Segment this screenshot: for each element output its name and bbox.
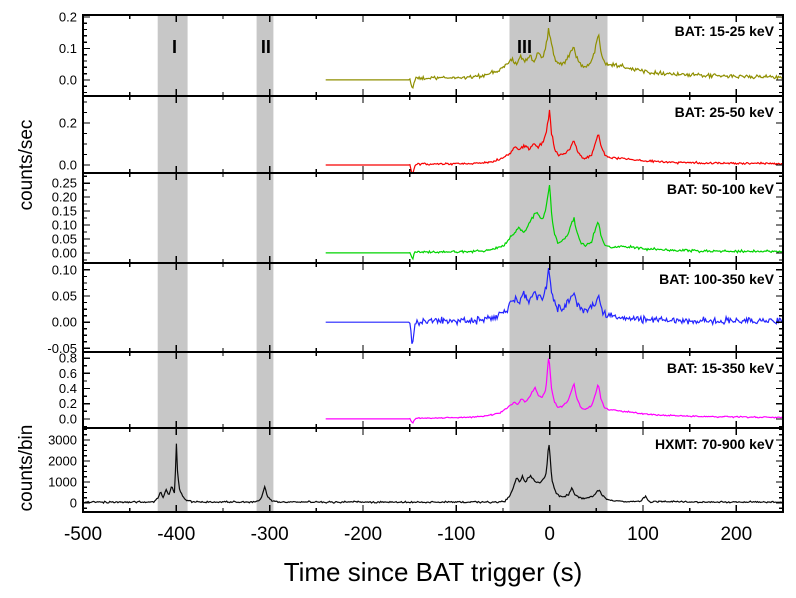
panel-bat-25-50: 0.0 0.2 BAT: 25-50 keV <box>59 95 784 174</box>
shaded-interval-II <box>256 96 274 173</box>
y-tick-label: 0.25 <box>52 176 77 191</box>
y-tick-label: 0.00 <box>52 245 77 260</box>
series-bat-25-50 <box>325 109 782 172</box>
series-hxmt-70-900 <box>84 443 782 505</box>
shaded-interval-I <box>157 96 188 173</box>
y-tick-label: 0.2 <box>59 396 77 411</box>
interval-label-I: I <box>172 37 177 57</box>
ticks-bat-15-25 <box>82 15 784 96</box>
y-tick-label: 0.00 <box>52 315 77 330</box>
y-tick-label: 0.0 <box>59 72 77 87</box>
y-tick-label: 0.15 <box>52 204 77 219</box>
y-tick-label: 0.1 <box>59 41 77 56</box>
y-tick-label: 3000 <box>48 433 77 448</box>
x-tick-label: -300 <box>251 524 289 545</box>
y-tick-label: 0.05 <box>52 289 77 304</box>
y-tick-label: 0.2 <box>59 115 77 130</box>
panel-hxmt-70-900: 0 1000 2000 3000 HXMT: 70-900 keV <box>48 427 784 513</box>
y-tick-label: 0.10 <box>52 218 77 233</box>
shaded-interval-I <box>157 15 188 96</box>
y-axis-label-counts-per-sec: counts/sec <box>16 120 37 211</box>
y-tick-label: 0.0 <box>59 158 77 173</box>
panel-bat-100-350: -0.05 0.00 0.05 0.10 BAT: 100-350 keV <box>47 262 784 356</box>
legend-bat-100-350: BAT: 100-350 keV <box>659 271 775 287</box>
x-tick-label: -200 <box>344 524 382 545</box>
x-tick-label: 200 <box>720 524 752 545</box>
y-tick-label: 0 <box>70 496 77 511</box>
legend-bat-15-350: BAT: 15-350 keV <box>667 360 775 376</box>
series-bat-50-100 <box>325 185 782 261</box>
x-tick-label: -100 <box>437 524 475 545</box>
panel-bat-15-350: 0.00.20.40.60.8 BAT: 15-350 keV <box>59 351 784 429</box>
shaded-interval-I <box>157 173 188 263</box>
shaded-interval-III <box>509 15 608 96</box>
y-tick-label: 0.10 <box>52 262 77 277</box>
series-bat-100-350 <box>325 268 782 344</box>
y-tick-labels-hxmt-70-900: 0 1000 2000 3000 <box>48 433 77 511</box>
x-tick-labels: -500 -400 -300 -200 -100 0 100 200 <box>64 524 752 545</box>
legend-bat-25-50: BAT: 25-50 keV <box>675 104 775 120</box>
shaded-interval-II <box>256 15 274 96</box>
x-tick-label: -500 <box>64 524 102 545</box>
y-tick-label: -0.05 <box>47 341 77 356</box>
shaded-interval-II <box>256 352 274 428</box>
shaded-interval-I <box>157 428 188 512</box>
shaded-interval-III <box>509 352 608 428</box>
interval-label-III: III <box>517 37 532 57</box>
y-tick-labels-bat-100-350: -0.05 0.00 0.05 0.10 <box>47 262 77 356</box>
shaded-interval-II <box>256 263 274 352</box>
x-tick-label: -400 <box>157 524 195 545</box>
y-tick-label: 1000 <box>48 475 77 490</box>
legend-bat-15-25: BAT: 15-25 keV <box>675 23 775 39</box>
panel-frame <box>82 427 784 513</box>
y-tick-label: 0.2 <box>59 9 77 24</box>
ticks-bat-25-50 <box>82 96 784 173</box>
y-tick-label: 0.4 <box>59 381 77 396</box>
shaded-interval-III <box>509 96 608 173</box>
y-tick-labels-bat-15-350: 0.00.20.40.60.8 <box>59 351 77 427</box>
panel-bat-15-25: 0.0 0.1 0.2 BAT: 15-25 keV <box>59 9 784 97</box>
y-tick-labels-bat-25-50: 0.0 0.2 <box>59 115 77 172</box>
legend-hxmt-70-900: HXMT: 70-900 keV <box>655 436 775 452</box>
series-bat-15-350 <box>325 358 782 424</box>
shaded-interval-II <box>256 173 274 263</box>
interval-label-II: II <box>261 37 271 57</box>
y-tick-label: 0.6 <box>59 366 77 381</box>
x-tick-label: 100 <box>627 524 659 545</box>
shaded-interval-I <box>157 263 188 352</box>
y-tick-label: 0.0 <box>59 411 77 426</box>
panel-bat-50-100: 0.000.050.100.150.200.25 BAT: 50-100 keV <box>52 172 784 264</box>
shaded-interval-II <box>256 428 274 512</box>
y-tick-labels-bat-50-100: 0.000.050.100.150.200.25 <box>52 176 77 261</box>
y-tick-labels-bat-15-25: 0.0 0.1 0.2 <box>59 9 77 87</box>
x-axis-label: Time since BAT trigger (s) <box>284 557 583 587</box>
x-tick-label: 0 <box>544 524 555 545</box>
y-tick-label: 0.8 <box>59 351 77 366</box>
y-tick-label: 0.05 <box>52 232 77 247</box>
series-bat-15-25 <box>325 28 782 90</box>
y-tick-label: 0.20 <box>52 190 77 205</box>
y-axis-label-counts-per-bin: counts/bin <box>16 425 37 512</box>
legend-bat-50-100: BAT: 50-100 keV <box>667 181 775 197</box>
y-tick-label: 2000 <box>48 454 77 469</box>
shaded-interval-I <box>157 352 188 428</box>
ticks-hxmt-70-900 <box>82 428 784 512</box>
shaded-interval-III <box>509 428 608 512</box>
shaded-interval-III <box>509 173 608 263</box>
